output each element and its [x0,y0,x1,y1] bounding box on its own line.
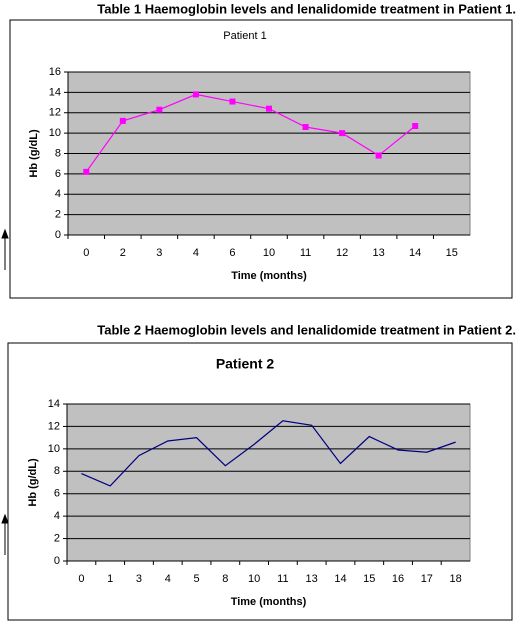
y-tick-label: 4 [54,510,60,522]
y-tick-label: 8 [54,465,60,477]
x-tick-label: 18 [449,573,461,585]
x-tick-label: 13 [306,573,318,585]
caption: Table 2 Haemoglobin levels and lenalidom… [97,322,516,337]
x-tick-label: 14 [409,247,421,259]
x-tick-label: 2 [120,247,126,259]
x-axis-label: Time (months) [231,270,307,282]
y-tick-label: 16 [49,66,61,78]
x-tick-label: 3 [136,573,142,585]
series-line [81,420,456,487]
y-tick-label: 14 [49,86,61,98]
y-tick-label: 12 [48,420,60,432]
x-tick-label: 0 [83,247,89,259]
y-tick-label: 4 [55,188,61,200]
side-arrows [1,228,9,555]
y-tick-label: 6 [55,168,61,180]
x-tick-label: 11 [277,573,288,585]
x-tick-label: 3 [156,247,162,259]
x-tick-label: 1 [107,573,113,585]
chart-title: Patient 1 [223,30,266,42]
x-axis-label: Time (months) [231,596,307,608]
y-axis-label: Hb (g/dL) [27,458,39,507]
x-tick-label: 17 [421,573,433,585]
y-tick-label: 2 [55,209,61,221]
x-tick-label: 15 [363,573,375,585]
x-tick-label: 0 [78,573,84,585]
x-tick-label: 12 [336,247,348,259]
x-tick-label: 14 [334,573,346,585]
x-tick-label: 5 [193,573,199,585]
x-tick-label: 10 [263,247,275,259]
chart-title: Patient 2 [216,356,275,372]
plot-area [66,403,471,562]
y-tick-label: 2 [54,532,60,544]
x-tick-label: 4 [165,573,171,585]
y-tick-label: 12 [49,107,61,119]
y-tick-label: 14 [48,398,60,410]
x-tick-label: 6 [229,247,235,259]
y-tick-label: 10 [48,443,60,455]
y-tick-label: 6 [54,488,60,500]
x-tick-label: 15 [446,247,458,259]
x-tick-label: 8 [222,573,228,585]
x-tick-label: 16 [392,573,404,585]
y-tick-label: 8 [55,147,61,159]
x-tick-label: 10 [248,573,260,585]
x-tick-label: 13 [373,247,385,259]
y-tick-label: 0 [54,555,60,567]
y-tick-label: 0 [55,229,61,241]
point-marker [412,122,419,129]
x-tick-label: 11 [300,247,311,259]
series-line [85,93,416,173]
x-tick-label: 4 [193,247,199,259]
caption: Table 1 Haemoglobin levels and lenalidom… [97,1,516,16]
y-axis-label: Hb (g/dL) [28,129,40,178]
y-tick-label: 10 [49,127,61,139]
